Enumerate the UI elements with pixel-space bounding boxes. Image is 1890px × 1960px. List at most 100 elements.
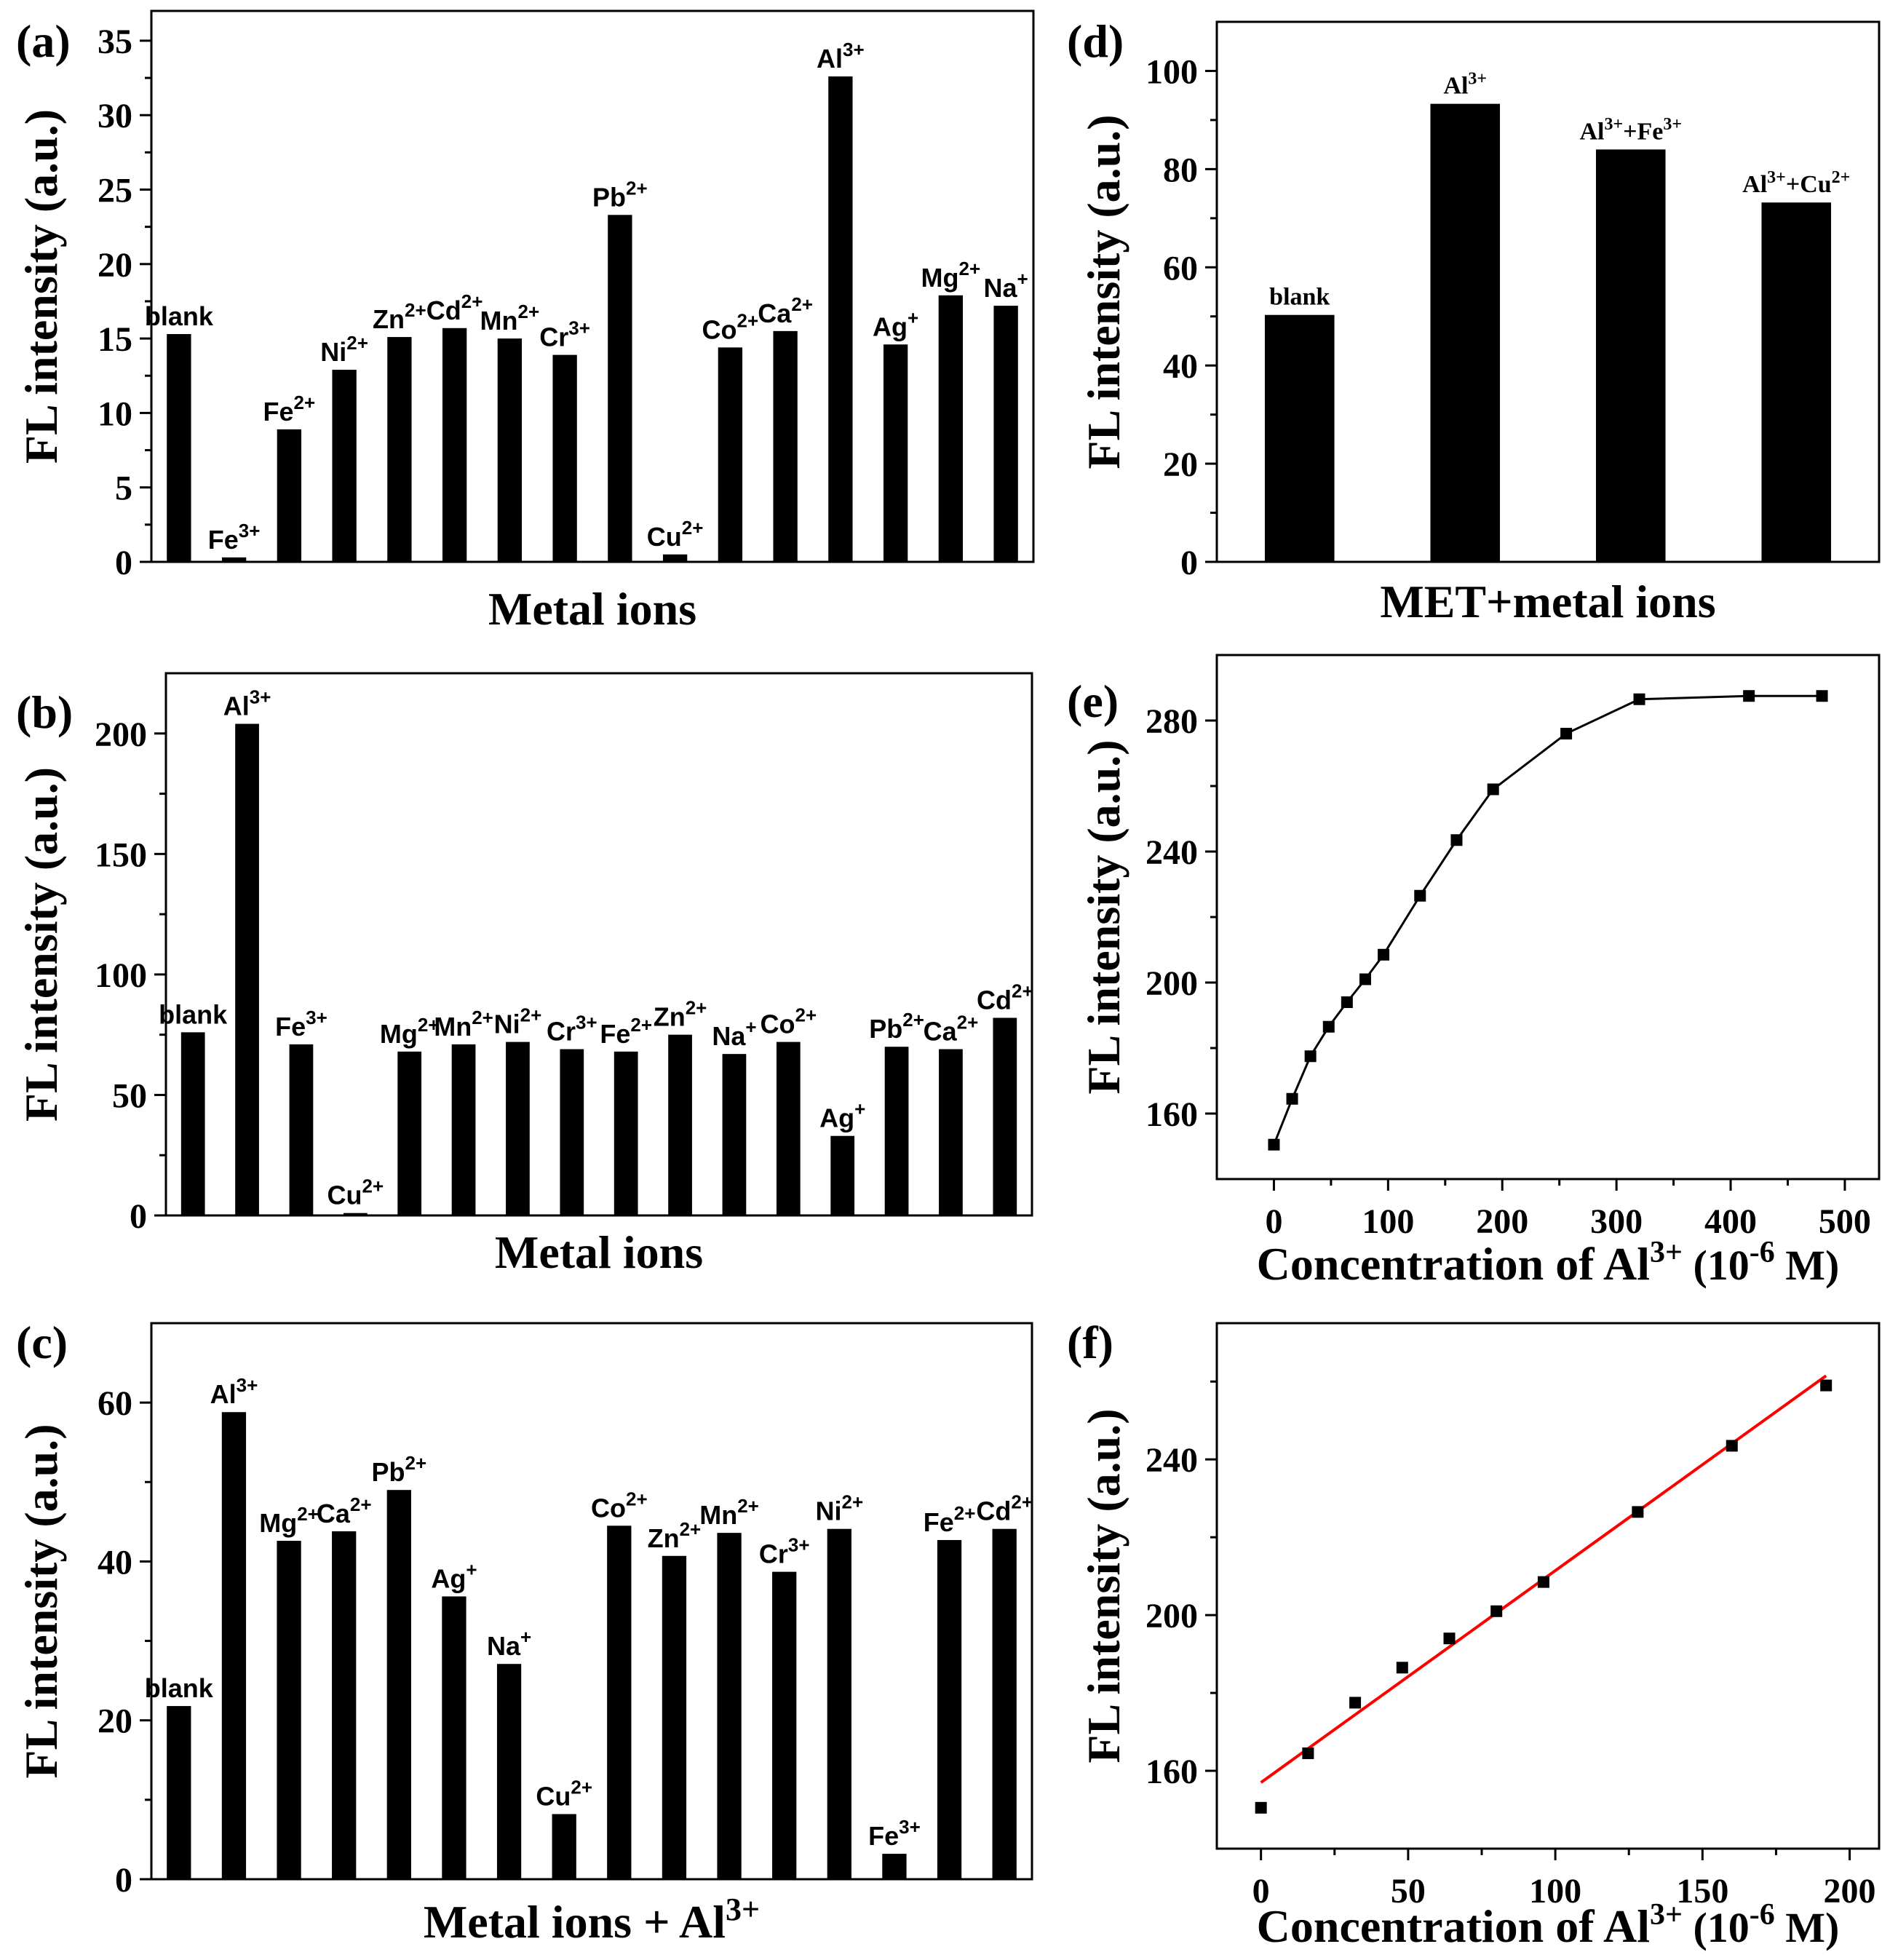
x-tick-label: 300 — [1590, 1202, 1643, 1241]
label-text: Ca — [317, 1499, 351, 1528]
x-axis-title: Metal ions — [495, 1226, 703, 1278]
bar — [451, 1044, 476, 1215]
data-point — [1349, 1697, 1362, 1709]
label-text: Pb — [869, 1014, 902, 1044]
bar-label: Al3+ — [817, 39, 865, 74]
bar — [993, 306, 1018, 562]
data-point — [1443, 1632, 1456, 1645]
bar — [386, 1490, 411, 1879]
bar — [332, 370, 357, 562]
label-superscript: -6 — [1750, 1236, 1775, 1269]
label-superscript: + — [908, 306, 918, 328]
label-text: Mg — [259, 1508, 297, 1538]
bar — [993, 1017, 1017, 1215]
y-tick-label: 50 — [112, 1076, 147, 1115]
x-tick-label: 50 — [1391, 1872, 1426, 1911]
label-text: Ag — [431, 1563, 466, 1593]
bar-label: Ca2+ — [924, 1012, 979, 1047]
label-text: Mn — [434, 1012, 472, 1042]
data-point — [1633, 693, 1645, 705]
label-text: Al — [1579, 118, 1604, 145]
y-tick-label: 60 — [1163, 249, 1198, 287]
y-tick-label: 240 — [1145, 833, 1198, 872]
label-text: Zn — [654, 1002, 686, 1032]
y-tick-label: 25 — [98, 172, 132, 210]
label-superscript: 2+ — [841, 1491, 863, 1513]
bar — [939, 1049, 963, 1215]
x-axis-title: Metal ions + Al3+ — [424, 1892, 760, 1948]
bar-label: Mg2+ — [259, 1503, 319, 1538]
label-text: Cu — [536, 1782, 571, 1812]
y-tick-label: 240 — [1145, 1441, 1198, 1480]
bar — [772, 1571, 797, 1879]
label-superscript: 2+ — [959, 258, 981, 279]
y-tick-label: 20 — [98, 246, 132, 285]
bar — [221, 1412, 247, 1879]
label-text: Al — [210, 1379, 237, 1409]
y-tick-label: 35 — [98, 23, 132, 61]
plot-frame — [1215, 20, 1881, 563]
data-point — [1341, 996, 1353, 1008]
data-point — [1560, 728, 1573, 739]
bars: blankAl3+Mg2+Ca2+Pb2+Ag+Na+Cu2+Co2+Zn2+M… — [145, 1374, 1033, 1879]
label-text: Al — [223, 691, 250, 721]
bar-label: Al3++Fe3+ — [1579, 115, 1682, 145]
y-axis-title: FL intensity (a.u.) — [1078, 1408, 1129, 1763]
data-point — [1268, 1138, 1280, 1151]
label-text: Na — [487, 1631, 521, 1661]
bar — [773, 330, 798, 562]
bar — [397, 1051, 422, 1215]
panel-f: 160 200 240 FL intensity (a.u.) (f) 0 50 100 150… — [1067, 1317, 1881, 1952]
label-text: (10 — [1683, 1242, 1750, 1289]
plot-frame — [1215, 654, 1881, 1181]
x-axis-title: Concentration of Al3+ (10-6 M) — [1257, 1236, 1840, 1290]
label-superscript: + — [466, 1558, 477, 1580]
label-text: Ca — [924, 1017, 958, 1047]
panel-b: 0 50 100 150 200 FL intensity (a.u.) (b) blank A… — [15, 672, 1033, 1278]
bar-label: Ni2+ — [815, 1491, 863, 1526]
label-text: Metal ions + Al — [424, 1896, 726, 1948]
bar — [496, 1664, 522, 1879]
label-text: Na — [712, 1021, 746, 1051]
bar-label: Cd2+ — [977, 980, 1033, 1015]
label-superscript: 3+ — [899, 1816, 921, 1838]
y-axis-title: FL intensity (a.u.) — [15, 109, 67, 464]
bar-label: Zn2+ — [654, 997, 707, 1032]
bar-label: Al3+ — [210, 1374, 258, 1409]
bar — [717, 1533, 742, 1879]
label-superscript: 2+ — [461, 290, 483, 312]
label-superscript: 3+ — [306, 1007, 327, 1028]
y-tick-label: 0 — [115, 1861, 132, 1900]
label-text: Cu — [647, 522, 682, 552]
bar-label: Mg2+ — [921, 258, 981, 293]
label-text: Cd — [976, 1496, 1011, 1526]
bar-label: Al3+ — [1443, 69, 1487, 99]
bar — [560, 1049, 584, 1215]
label-text: blank — [145, 1673, 214, 1703]
bar-label: Na+ — [712, 1016, 756, 1051]
bar-label: Pb2+ — [592, 177, 648, 212]
data-point — [1304, 1050, 1317, 1063]
label-text: Ni — [320, 337, 346, 367]
bar — [180, 1032, 205, 1215]
y-tick-label: 280 — [1145, 702, 1198, 741]
label-text: Cd — [977, 985, 1012, 1015]
label-superscript: 2+ — [405, 1452, 426, 1474]
label-text: Fe — [600, 1019, 630, 1049]
y-axis-title: FL intensity (a.u.) — [15, 767, 67, 1122]
data-point — [1414, 889, 1426, 902]
y-tick-label: 60 — [98, 1384, 132, 1423]
y-tick-label: 5 — [115, 469, 132, 508]
bar-label: Cr3+ — [547, 1012, 597, 1047]
y-tick-label: 20 — [98, 1702, 132, 1741]
bar — [884, 1047, 909, 1215]
y-tick-label: 200 — [1145, 1597, 1198, 1635]
bar — [668, 1034, 692, 1215]
data-point — [1450, 834, 1463, 846]
bar — [882, 1854, 907, 1879]
bar-label: Mg2+ — [380, 1014, 440, 1049]
bar-label: Al3+ — [223, 686, 271, 721]
label-text: Fe — [263, 397, 294, 426]
y-tick-label: 10 — [98, 394, 132, 433]
label-text: Ca — [758, 298, 792, 328]
